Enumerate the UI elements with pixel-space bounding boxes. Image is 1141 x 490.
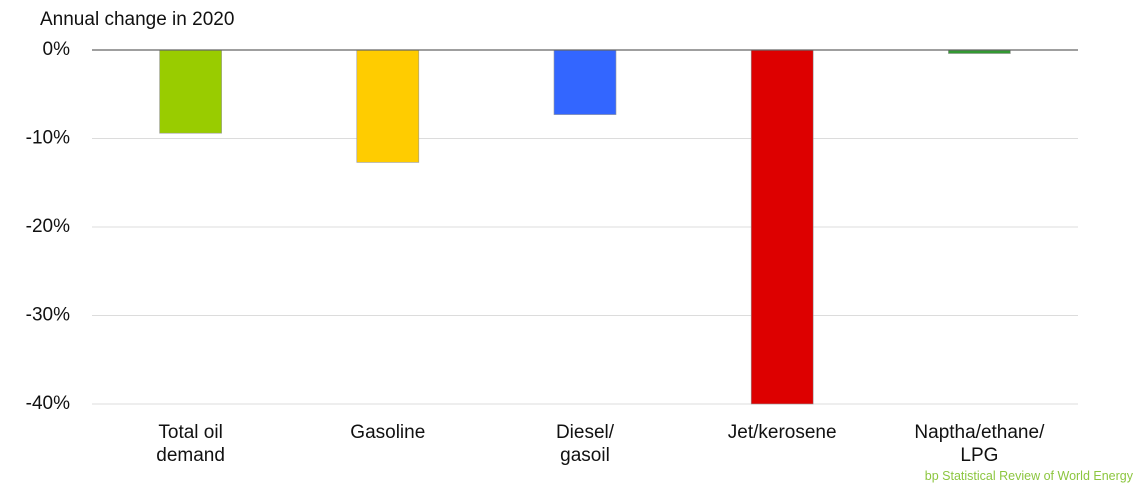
bar [553,49,617,115]
x-tick-label: Diesel/ gasoil [555,422,615,466]
bar [750,49,814,405]
x-tick-label: Gasoline [350,422,426,443]
bar [356,49,420,163]
x-tick-label: Total oil demand [156,422,225,466]
x-tick-label: Naptha/ethane/ LPG [914,422,1045,466]
chart-title: Annual change in 2020 [40,9,234,30]
y-tick-label: -40% [26,393,70,414]
y-tick-label: 0% [43,39,71,60]
y-tick-label: -20% [26,216,70,237]
bar [159,49,222,134]
y-tick-label: -30% [26,305,70,326]
y-tick-label: -10% [26,128,70,149]
x-tick-label: Jet/kerosene [727,422,837,443]
source: bp Statistical Review of World Energy [924,469,1133,483]
